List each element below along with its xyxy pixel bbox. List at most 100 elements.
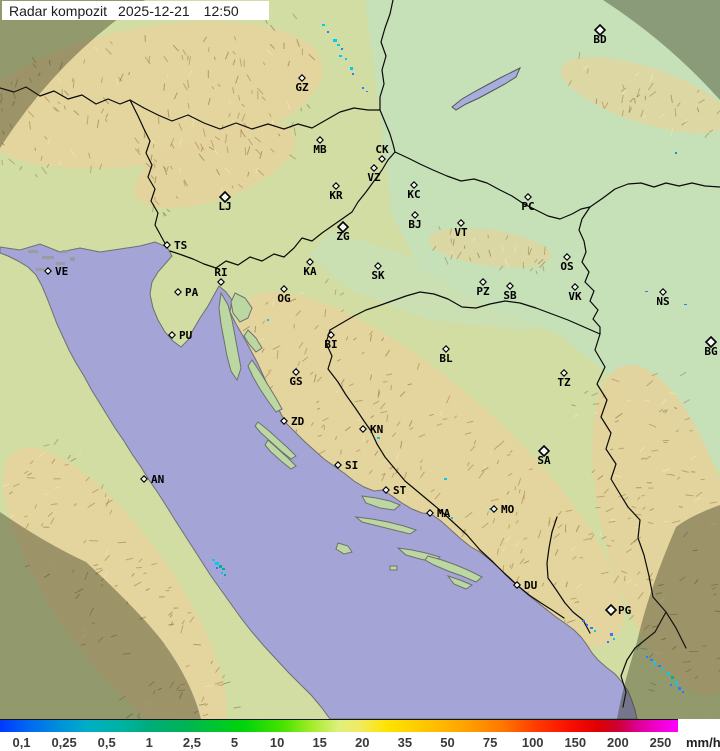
- precip-cell: [267, 319, 269, 321]
- legend-tick: 0,25: [51, 735, 77, 750]
- precip-cell: [590, 627, 593, 629]
- precip-cell: [224, 574, 226, 576]
- precip-cell: [444, 478, 447, 480]
- city-label-ns: NS: [656, 295, 669, 308]
- precip-cell: [586, 624, 588, 626]
- lake-balaton: [451, 66, 522, 111]
- venice-lagoon: [28, 250, 75, 271]
- city-marker-pc: [524, 193, 532, 201]
- precip-cell: [610, 633, 613, 636]
- city-marker-pz: [479, 278, 487, 286]
- precip-cell: [675, 152, 677, 154]
- border-it-at: [0, 86, 131, 105]
- precip-cell: [212, 559, 215, 561]
- city-marker-si: [334, 461, 342, 469]
- radar-range-overlay: [0, 0, 720, 719]
- city-marker-ve: [44, 267, 52, 275]
- city-marker-bd: [593, 23, 607, 37]
- legend-tick: 250: [649, 735, 672, 750]
- city-label-bg: BG: [704, 345, 718, 358]
- precip-legend: 0,1 0,25 0,5 1 2,5 5 10 15 20 35 50 75 100 150 200 250 m…: [0, 719, 720, 751]
- precip-cell: [221, 572, 223, 574]
- city-label-vk: VK: [568, 290, 582, 303]
- legend-tick: 2,5: [182, 735, 201, 750]
- precip-cell: [327, 31, 329, 33]
- legend-scale-labels: 0,1 0,25 0,5 1 2,5 5 10 15 20 35 50 75 100 150 200 250 m…: [0, 732, 720, 751]
- city-marker-kn: [359, 425, 367, 433]
- city-label-si: SI: [345, 459, 358, 472]
- city-marker-pg: [604, 603, 618, 617]
- city-marker-bl: [442, 345, 450, 353]
- city-marker-st: [382, 486, 390, 494]
- city-marker-ts: [163, 241, 171, 249]
- city-label-pz: PZ: [476, 285, 490, 298]
- legend-tick: 15: [312, 735, 327, 750]
- border-ba-me: [546, 516, 591, 634]
- precip-cell: [650, 659, 653, 661]
- city-marker-vk: [571, 283, 579, 291]
- precip-cell: [671, 676, 674, 679]
- precip-cell: [350, 67, 353, 70]
- city-marker-ma: [426, 509, 434, 517]
- legend-colorbar: [0, 719, 678, 732]
- precip-cell: [582, 620, 585, 622]
- product-title: Radar kompozit: [9, 2, 108, 19]
- city-label-bl: BL: [439, 352, 453, 365]
- precip-cell: [215, 562, 219, 565]
- city-label-ka: KA: [303, 265, 317, 278]
- city-marker-mb: [316, 136, 324, 144]
- city-markers: GZ BD MB CK VZ KR KC PC LJ BJ VT ZG TS OS KA SK VE RI PZ SB…: [44, 23, 718, 617]
- city-marker-gs: [292, 368, 300, 376]
- border-me-al: [620, 611, 667, 708]
- city-marker-gz: [298, 74, 306, 82]
- city-label-sk: SK: [371, 269, 385, 282]
- precip-cell: [678, 687, 681, 690]
- city-label-pc: PC: [521, 200, 534, 213]
- city-label-pa: PA: [185, 286, 199, 299]
- border-si-hr: [203, 151, 396, 269]
- precip-cell: [654, 662, 656, 665]
- city-marker-sb: [506, 282, 514, 290]
- city-label-kc: KC: [407, 188, 420, 201]
- city-marker-bj: [411, 211, 419, 219]
- city-label-ck: CK: [375, 143, 389, 156]
- city-marker-an: [140, 475, 148, 483]
- border-ba-rs-drina: [594, 333, 641, 521]
- precip-cell: [645, 291, 648, 292]
- precip-cell: [675, 681, 678, 685]
- city-marker-tz: [560, 369, 568, 377]
- city-label-pg: PG: [618, 604, 632, 617]
- legend-tick: 5: [230, 735, 239, 750]
- border-rs-me: [637, 519, 687, 649]
- city-marker-mo: [490, 505, 498, 513]
- city-marker-ck: [378, 155, 386, 163]
- city-marker-sa: [537, 444, 551, 458]
- city-marker-vt: [457, 219, 465, 227]
- city-marker-bi: [327, 331, 335, 339]
- city-label-du: DU: [524, 579, 538, 592]
- city-label-sa: SA: [537, 454, 551, 467]
- precip-cell: [366, 91, 368, 92]
- precip-cell: [682, 691, 684, 693]
- precip-cell: [339, 55, 342, 57]
- city-label-tz: TZ: [557, 376, 571, 389]
- city-marker-og: [280, 285, 288, 293]
- city-label-vz: VZ: [367, 171, 381, 184]
- city-label-pu: PU: [179, 329, 193, 342]
- city-label-ma: MA: [437, 507, 451, 520]
- precip-cell: [341, 48, 343, 50]
- city-label-mo: MO: [501, 503, 515, 516]
- city-label-kr: KR: [329, 189, 343, 202]
- city-marker-kr: [332, 182, 340, 190]
- legend-tick: 0,5: [97, 735, 116, 750]
- city-label-st: ST: [393, 484, 407, 497]
- precip-cell: [607, 641, 609, 643]
- border-at-si: [129, 99, 381, 130]
- map-date: 2025-12-21: [118, 2, 190, 19]
- city-marker-ka: [306, 258, 314, 266]
- precip-cell: [451, 517, 453, 519]
- city-label-ri: RI: [214, 266, 227, 279]
- radar-map: GZ BD MB CK VZ KR KC PC LJ BJ VT ZG TS OS KA SK VE RI PZ SB…: [0, 0, 720, 719]
- legend-tick: 1: [145, 735, 153, 750]
- precip-cell: [322, 24, 325, 26]
